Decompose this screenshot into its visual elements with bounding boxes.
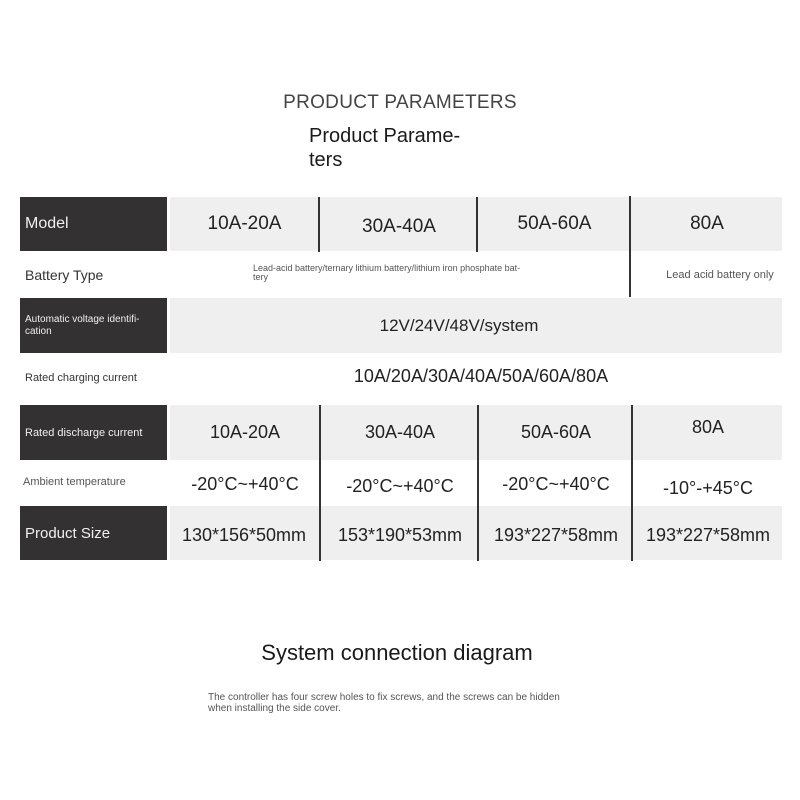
- model-cell: 10A-20A: [207, 213, 282, 234]
- discharge-row-bg: [170, 405, 782, 460]
- subheading: Product Parame-ters: [309, 124, 509, 172]
- temperature-cell: -20°C~+40°C: [191, 473, 299, 494]
- charging-value: 10A/20A/30A/40A/50A/60A/80A: [353, 365, 609, 386]
- voltage-label: Automatic voltage identifi-cation: [20, 298, 167, 353]
- heading: PRODUCT PARAMETERS: [283, 92, 517, 113]
- model-label: Model: [20, 197, 167, 251]
- battery-type-label: Battery Type: [25, 267, 104, 283]
- temperature-cell: -10°-+45°C: [663, 477, 753, 498]
- temperature-cell: -20°C~+40°C: [502, 473, 610, 494]
- diagram-title: System connection diagram: [261, 640, 533, 665]
- voltage-value: 12V/24V/48V/system: [379, 315, 539, 335]
- size-cell: 153*190*53mm: [337, 524, 463, 545]
- size-cell: 193*227*58mm: [645, 524, 771, 545]
- size-row-bg: [170, 506, 782, 560]
- model-cell: 30A-40A: [362, 216, 436, 237]
- discharge-cell: 10A-20A: [209, 422, 281, 442]
- battery-type-text: Lead-acid battery/ternary lithium batter…: [253, 263, 521, 273]
- divider: [318, 197, 320, 252]
- divider: [476, 197, 478, 252]
- size-label: Product Size: [20, 506, 167, 560]
- divider: [477, 405, 479, 561]
- battery-type-value: Lead-acid battery/ternary lithium batter…: [253, 264, 623, 282]
- note-line: when installing the side cover.: [208, 703, 341, 714]
- voltage-label-text: Automatic voltage identifi-: [25, 313, 140, 325]
- discharge-cell: 30A-40A: [364, 422, 436, 442]
- note-line: The controller has four screw holes to f…: [208, 692, 560, 703]
- discharge-label: Rated discharge current: [20, 405, 167, 460]
- divider: [631, 405, 633, 561]
- divider: [319, 405, 321, 561]
- model-cell: 80A: [690, 213, 724, 234]
- size-cell: 130*156*50mm: [181, 524, 307, 545]
- voltage-label-text: cation: [25, 325, 52, 337]
- discharge-cell: 50A-60A: [520, 422, 592, 442]
- temperature-cell: -20°C~+40°C: [346, 475, 454, 496]
- battery-type-text: tery: [253, 272, 269, 282]
- size-cell: 193*227*58mm: [493, 524, 619, 545]
- charging-label: Rated charging current: [25, 372, 137, 384]
- discharge-cell: 80A: [691, 417, 725, 437]
- model-cell: 50A-60A: [517, 213, 592, 234]
- note: The controller has four screw holes to f…: [208, 692, 628, 714]
- voltage-row-bg: [170, 298, 782, 353]
- subheading-line: Product Parame-: [309, 125, 461, 147]
- temperature-label: Ambient temperature: [23, 476, 126, 488]
- divider: [629, 196, 631, 297]
- subheading-line: ters: [309, 149, 343, 171]
- battery-type-80a: Lead acid battery only: [666, 269, 774, 281]
